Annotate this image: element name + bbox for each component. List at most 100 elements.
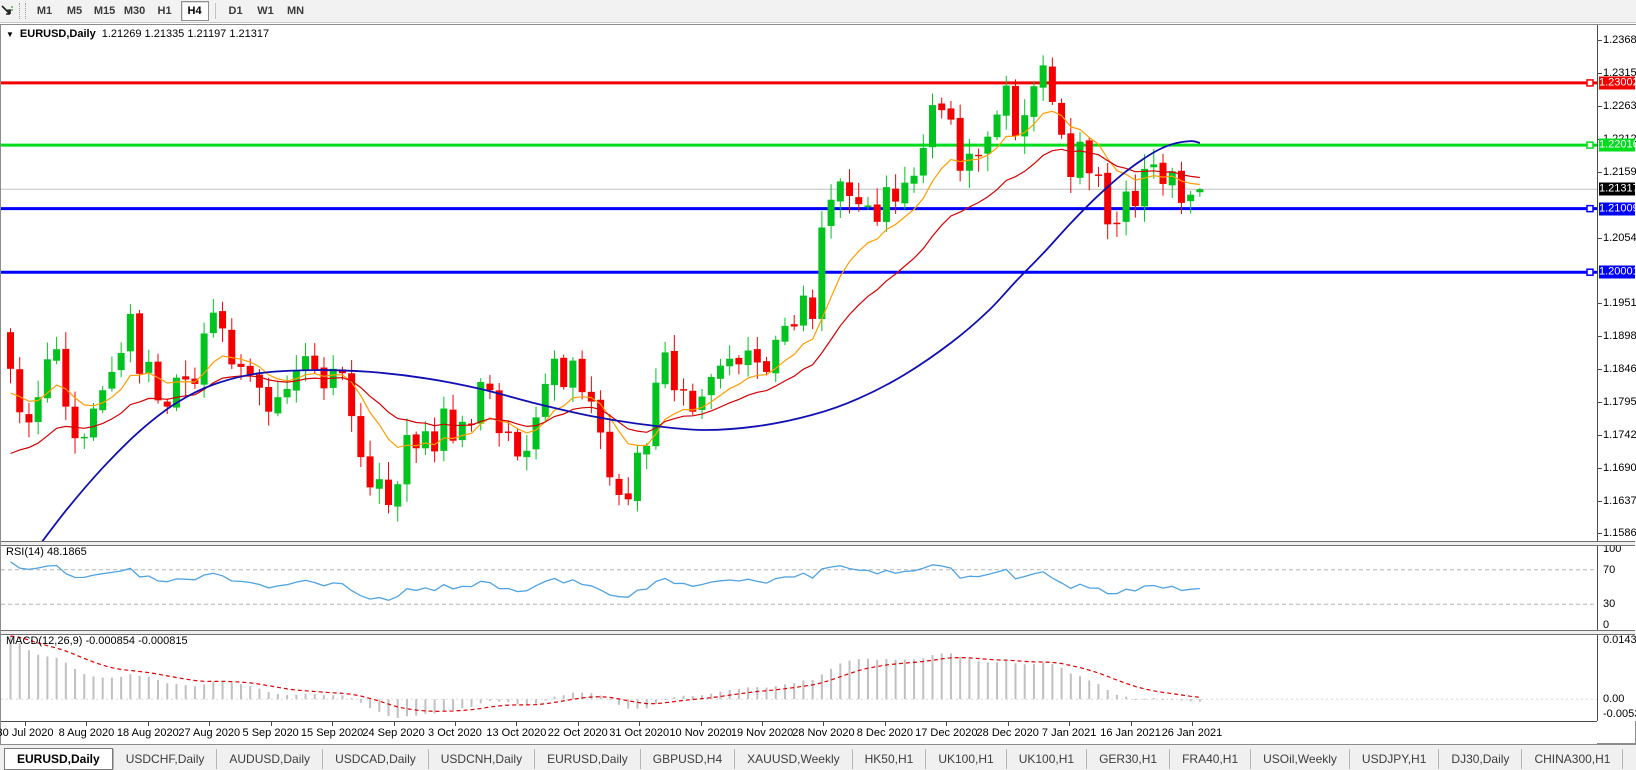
date-axis[interactable]: 30 Jul 2020 8 Aug 2020 18 Aug 2020 27 Aug 2… [0,721,1597,744]
macd-histogram-bar [1134,699,1137,701]
chart-tab-usdchf-daily[interactable]: USDCHF,Daily [112,748,217,769]
candle-body [569,360,577,388]
macd-histogram-bar [74,668,77,700]
price-tick-label: 1.22630 [1603,100,1636,113]
chart-tab-audusd-daily[interactable]: AUDUSD,Daily [216,748,322,769]
candle-body [7,332,14,369]
chart-tab-hk50-h1[interactable]: HK50,H1 [851,748,926,769]
macd-histogram-bar [793,683,796,700]
price-tick-label: 1.16375 [1603,494,1636,507]
macd-histogram-bar [682,695,685,700]
price-axis[interactable]: 1.236801.231551.226301.221201.215951.205… [1597,25,1636,721]
price-tick-mark [1598,336,1602,338]
rsi-axis-label: 0 [1603,619,1610,631]
candle-body [670,350,678,391]
symbol-dropdown-icon[interactable]: ▼ [6,29,14,39]
macd-histogram-bar [442,699,445,711]
price-chart-canvas[interactable] [1,25,1597,541]
macd-histogram-bar [931,655,934,700]
chart-tab-gbpusd-h4[interactable]: GBPUSD,H4 [639,748,734,769]
macd-histogram-bar [498,699,501,702]
macd-histogram-bar [1097,684,1100,700]
chart-tab-us[interactable]: US [1622,748,1636,769]
chart-tab-usoil-weekly[interactable]: USOil,Weekly [1250,748,1349,769]
chart-tab-ger30-h1[interactable]: GER30,H1 [1086,748,1169,769]
candle-body [440,408,448,451]
timeframe-button-h4[interactable]: H4 [180,1,209,21]
timeframe-button-m30[interactable]: M30 [123,5,146,17]
macd-histogram-bar [820,674,823,700]
chart-tab-usdjpy-h1[interactable]: USDJPY,H1 [1348,748,1438,769]
macd-histogram-bar [544,699,547,701]
candle-body [744,350,752,366]
candle-body [1021,115,1029,137]
timeframe-button-d1[interactable]: D1 [228,5,243,17]
chart-tab-fra40-h1[interactable]: FRA40,H1 [1169,748,1250,769]
symbol-period-label: EURUSD,Daily [19,28,96,40]
candle-body [689,390,697,412]
macd-histogram-bar [470,699,473,707]
macd-histogram-bar [949,653,952,700]
hline-anchor-marker[interactable] [1586,141,1594,149]
timeframe-button-mn[interactable]: MN [286,5,305,17]
chart-tab-dj30-daily[interactable]: DJ30,Daily [1438,748,1521,769]
moving-average-line [10,110,1200,449]
price-tick-mark [1598,533,1602,535]
panel-splitter[interactable] [1,630,1635,635]
macd-histogram-bar [1198,699,1201,702]
date-tick-label: 28 Nov 2020 [792,727,855,739]
candle-body [209,312,217,334]
timeframe-button-h1[interactable]: H1 [157,5,172,17]
crosshair-pointer-icon[interactable]: ▾ [1,2,17,20]
price-tick-label: 1.23155 [1603,67,1636,80]
hline-anchor-marker[interactable] [1586,204,1594,213]
macd-histogram-bar [488,699,491,701]
chart-tab-usdcad-daily[interactable]: USDCAD,Daily [322,748,428,769]
macd-histogram-bar [37,654,40,700]
macd-histogram-bar [1171,698,1174,700]
candle-body [1177,170,1185,203]
date-tick-mark [1130,722,1132,726]
chart-tab-eurusd-daily[interactable]: EURUSD,Daily [4,747,113,770]
rsi-panel-canvas[interactable] [1,544,1597,630]
date-tick-label: 26 Jan 2021 [1161,727,1223,739]
macd-histogram-bar [147,676,150,700]
toolbar-grip-handle[interactable] [18,3,26,19]
macd-histogram-bar [701,695,703,700]
macd-histogram-bar [1106,690,1109,700]
macd-histogram-bar [313,693,316,700]
chart-tab-eurusd-daily[interactable]: EURUSD,Daily [534,748,640,769]
timeframe-button-m5[interactable]: M5 [66,5,83,17]
date-tick-mark [25,722,26,726]
candle-body [938,103,946,111]
macd-indicator-label: MACD(12,26,9) -0.000854 -0.000815 [6,635,188,647]
macd-histogram-bar [756,687,759,700]
price-tick-mark [1598,237,1602,239]
candle-body [781,325,789,342]
macd-histogram-bar [267,692,270,700]
macd-histogram-bar [553,696,556,700]
candle-body [578,358,586,393]
toolbar-separator [214,3,216,19]
chart-tab-uk100-h1[interactable]: UK100,H1 [925,748,1005,769]
chart-tab-xauusd-weekly[interactable]: XAUUSD,Weekly [734,748,851,769]
chart-tab-usdcnh-daily[interactable]: USDCNH,Daily [427,748,534,769]
timeframe-button-m1[interactable]: M1 [36,5,53,17]
date-tick-label: 8 Aug 2020 [58,727,115,739]
timeframe-button-w1[interactable]: W1 [257,5,274,17]
candle-body [532,417,540,450]
candle-body [62,348,70,407]
candle-body [947,108,955,120]
candle-body [1104,172,1112,225]
timeframe-button-m15[interactable]: M15 [93,5,116,17]
hline-anchor-marker[interactable] [1586,268,1594,276]
macd-histogram-bar [193,686,196,700]
chart-tab-bar: EURUSD,Daily USDCHF,Daily AUDUSD,Daily USDC… [0,744,1636,770]
chart-tab-china300-h1[interactable]: CHINA300,H1 [1521,748,1622,769]
hline-anchor-marker[interactable] [1586,79,1594,87]
date-tick-mark [639,722,641,726]
candle-body [34,397,42,423]
macd-panel-canvas[interactable] [1,633,1597,721]
chart-tab-uk100-h1[interactable]: UK100,H1 [1005,748,1086,769]
panel-splitter[interactable] [1,541,1635,546]
